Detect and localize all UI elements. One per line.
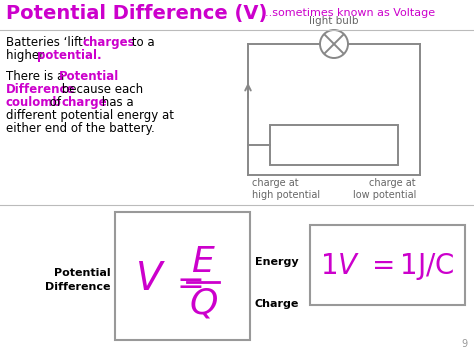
Text: charge: charge xyxy=(62,96,108,109)
Text: $\mathit{E}$: $\mathit{E}$ xyxy=(191,245,215,279)
Text: because each: because each xyxy=(58,83,143,96)
Text: 9: 9 xyxy=(462,339,468,349)
Text: $\mathit{Q}$: $\mathit{Q}$ xyxy=(189,287,218,321)
Text: Potential Difference (V): Potential Difference (V) xyxy=(6,4,267,23)
FancyBboxPatch shape xyxy=(115,212,250,340)
Text: either end of the battery.: either end of the battery. xyxy=(6,122,155,135)
Text: of: of xyxy=(46,96,65,109)
Text: $\mathit{V}$: $\mathit{V}$ xyxy=(135,262,166,299)
Text: There is a: There is a xyxy=(6,70,68,83)
Text: Potential: Potential xyxy=(59,70,119,83)
Text: higher: higher xyxy=(6,49,48,62)
Text: Potential
Difference: Potential Difference xyxy=(46,268,111,291)
Text: has a: has a xyxy=(98,96,134,109)
Text: Batteries ‘lift’: Batteries ‘lift’ xyxy=(6,36,90,49)
Text: Difference: Difference xyxy=(6,83,75,96)
FancyBboxPatch shape xyxy=(270,125,398,165)
FancyBboxPatch shape xyxy=(310,225,465,305)
Text: charges: charges xyxy=(83,36,136,49)
Text: different potential energy at: different potential energy at xyxy=(6,109,174,122)
Text: $=$: $=$ xyxy=(170,266,203,299)
Text: charge at
high potential: charge at high potential xyxy=(252,178,320,201)
Text: coulomb: coulomb xyxy=(6,96,62,109)
Text: Energy: Energy xyxy=(255,257,299,267)
Text: charge at
low potential: charge at low potential xyxy=(353,178,416,201)
Text: to a: to a xyxy=(128,36,155,49)
Text: Charge: Charge xyxy=(255,299,300,309)
Text: ..sometimes known as Voltage: ..sometimes known as Voltage xyxy=(265,8,435,18)
Text: $1\mathit{V}\ {=}1\mathrm{J/C}$: $1\mathit{V}\ {=}1\mathrm{J/C}$ xyxy=(320,251,455,283)
Text: potential.: potential. xyxy=(37,49,101,62)
Text: light bulb: light bulb xyxy=(309,16,359,26)
